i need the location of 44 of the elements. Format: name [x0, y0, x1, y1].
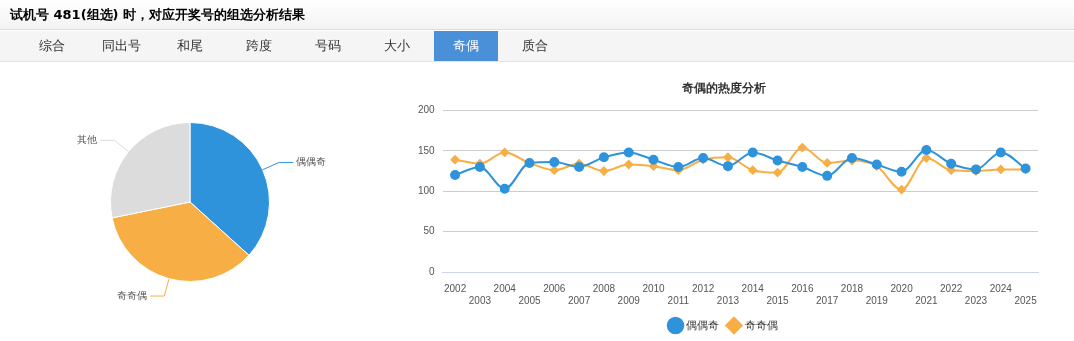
slice-label: 其他: [77, 133, 98, 145]
x-tick-label: 2024: [989, 282, 1013, 294]
text: 综合: [38, 37, 66, 55]
x-tick-label: 2023: [964, 294, 988, 306]
x-tick-label: 2007: [567, 294, 591, 306]
x-tick-label: 2016: [791, 282, 814, 294]
x-tick-label: 2002: [443, 282, 467, 294]
x-tick-label: 2004: [493, 282, 517, 294]
x-tick-label: 2015: [766, 294, 790, 306]
legend-label: 奇奇偶: [744, 318, 778, 331]
legend-label: 偶偶奇: [686, 318, 719, 331]
text: 质合: [521, 37, 549, 55]
text: 号码: [314, 37, 342, 55]
x-tick-label: 2006: [543, 282, 566, 294]
x-tick-label: 2013: [716, 294, 740, 306]
x-tick-label: 2003: [468, 294, 492, 306]
x-tick-label: 2011: [667, 294, 690, 306]
y-tick-label: 50: [423, 225, 436, 237]
x-tick-label: 2009: [617, 294, 641, 306]
text: 奇偶: [434, 31, 498, 61]
chart-title: 奇偶的热度分析: [681, 81, 766, 96]
text: 大小: [383, 37, 411, 55]
x-tick-label: 2018: [840, 282, 864, 294]
y-tick-label: 150: [418, 144, 436, 156]
text: 跨度: [245, 37, 273, 55]
x-tick-label: 2021: [915, 294, 938, 306]
chart-title: 试机号 481(组选) 时，对应开奖号的组选分析结果: [0, 0, 1074, 30]
x-tick-label: 2019: [865, 294, 889, 306]
x-tick-label: 2020: [890, 282, 914, 294]
slice-label: 偶偶奇: [296, 156, 327, 168]
x-tick-label: 2017: [816, 294, 839, 306]
x-tick-label: 2012: [692, 282, 715, 294]
x-tick-label: 2008: [592, 282, 616, 294]
y-tick-label: 100: [418, 184, 436, 196]
text: 和尾: [176, 37, 204, 55]
x-tick-label: 2022: [940, 282, 963, 294]
x-tick-label: 2014: [741, 282, 765, 294]
text: 同出号: [100, 37, 142, 55]
y-tick-label: 200: [418, 104, 436, 116]
x-tick-label: 2025: [1014, 294, 1038, 306]
x-tick-label: 2005: [518, 294, 542, 306]
slice-label: 奇奇偶: [117, 289, 148, 301]
y-tick-label: 0: [429, 265, 436, 277]
x-tick-label: 2010: [642, 282, 666, 294]
